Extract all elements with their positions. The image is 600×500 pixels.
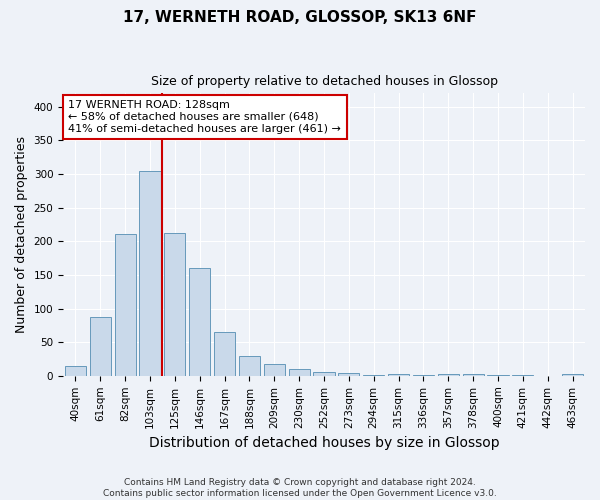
Text: 17 WERNETH ROAD: 128sqm
← 58% of detached houses are smaller (648)
41% of semi-d: 17 WERNETH ROAD: 128sqm ← 58% of detache…: [68, 100, 341, 134]
Bar: [313, 372, 335, 376]
Bar: [363, 375, 384, 376]
Bar: [189, 268, 210, 376]
Bar: [115, 234, 136, 376]
Y-axis label: Number of detached properties: Number of detached properties: [15, 136, 28, 333]
Bar: [239, 356, 260, 376]
Title: Size of property relative to detached houses in Glossop: Size of property relative to detached ho…: [151, 75, 497, 88]
Bar: [512, 375, 533, 376]
Bar: [388, 374, 409, 376]
Bar: [264, 364, 285, 376]
Bar: [65, 366, 86, 376]
Bar: [438, 374, 459, 376]
Bar: [413, 375, 434, 376]
Text: 17, WERNETH ROAD, GLOSSOP, SK13 6NF: 17, WERNETH ROAD, GLOSSOP, SK13 6NF: [123, 10, 477, 25]
Bar: [487, 375, 509, 376]
Bar: [90, 316, 111, 376]
Text: Contains HM Land Registry data © Crown copyright and database right 2024.
Contai: Contains HM Land Registry data © Crown c…: [103, 478, 497, 498]
X-axis label: Distribution of detached houses by size in Glossop: Distribution of detached houses by size …: [149, 436, 499, 450]
Bar: [562, 374, 583, 376]
Bar: [289, 369, 310, 376]
Bar: [214, 332, 235, 376]
Bar: [463, 374, 484, 376]
Bar: [164, 232, 185, 376]
Bar: [338, 373, 359, 376]
Bar: [139, 170, 161, 376]
